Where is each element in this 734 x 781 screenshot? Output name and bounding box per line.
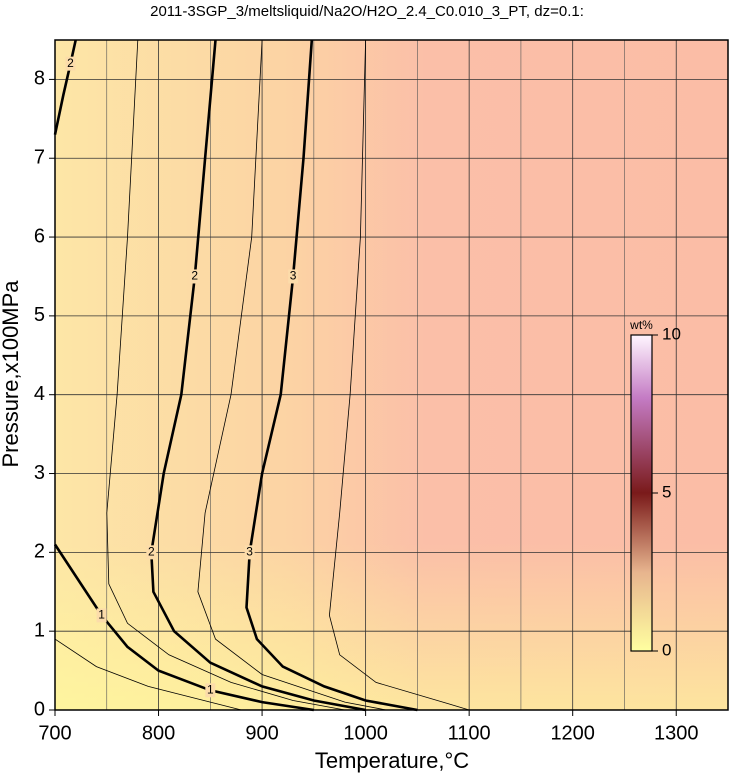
y-tick-label: 6 (34, 225, 45, 247)
y-tick-label: 8 (34, 68, 45, 90)
plot-frame (54, 39, 729, 711)
x-tick-label: 800 (142, 722, 175, 744)
contour-label: 1 (98, 608, 105, 622)
y-tick-label: 0 (34, 698, 45, 720)
contour-line (54, 638, 242, 711)
colorbar-label: wt% (629, 318, 653, 332)
x-axis-label: Temperature,°C (315, 748, 469, 773)
contour-label-bg (288, 269, 299, 284)
contour-label-bg (244, 545, 255, 560)
contour-label: 2 (67, 56, 74, 70)
contour-line (149, 39, 366, 712)
x-tick-label: 700 (38, 722, 71, 744)
chart-title: 2011-3SGP_3/meltsliquid/Na2O/H2O_2.4_C0.… (150, 3, 584, 20)
y-tick-label: 4 (34, 383, 45, 405)
y-tick-label: 5 (34, 304, 45, 326)
y-tick-label: 1 (34, 619, 45, 641)
contour-label-bg (189, 269, 200, 284)
colorbar-tick-label: 0 (662, 640, 671, 659)
y-axis-label: Pressure,x100MPa (0, 280, 23, 468)
contour-line (328, 39, 470, 711)
colorbar (630, 334, 653, 652)
y-tick-label: 2 (34, 541, 45, 563)
contour-label: 2 (191, 269, 198, 283)
contour-line (106, 39, 345, 711)
contour-label-bg (205, 683, 216, 698)
contour-line (245, 39, 418, 712)
contour-line (197, 39, 387, 711)
contour-label: 3 (290, 269, 297, 283)
x-tick-label: 1200 (550, 722, 595, 744)
contour-label: 2 (148, 545, 155, 559)
colorbar-tick-label: 10 (662, 324, 681, 343)
contour-label: 3 (246, 545, 253, 559)
y-tick-label: 7 (34, 147, 45, 169)
x-tick-label: 1000 (343, 722, 388, 744)
contour-line (53, 39, 77, 135)
contour-label-bg (96, 608, 107, 623)
x-tick-label: 1100 (448, 722, 491, 744)
plot-shade (55, 40, 728, 710)
contour-label-bg (146, 545, 157, 560)
colorbar-tick-label: 5 (662, 482, 671, 501)
contour-line (53, 543, 314, 712)
contour-label-bg (65, 56, 76, 71)
y-tick-label: 3 (34, 462, 45, 484)
x-tick-label: 1300 (654, 722, 699, 744)
contour-label: 1 (207, 682, 214, 696)
x-tick-label: 900 (245, 722, 278, 744)
